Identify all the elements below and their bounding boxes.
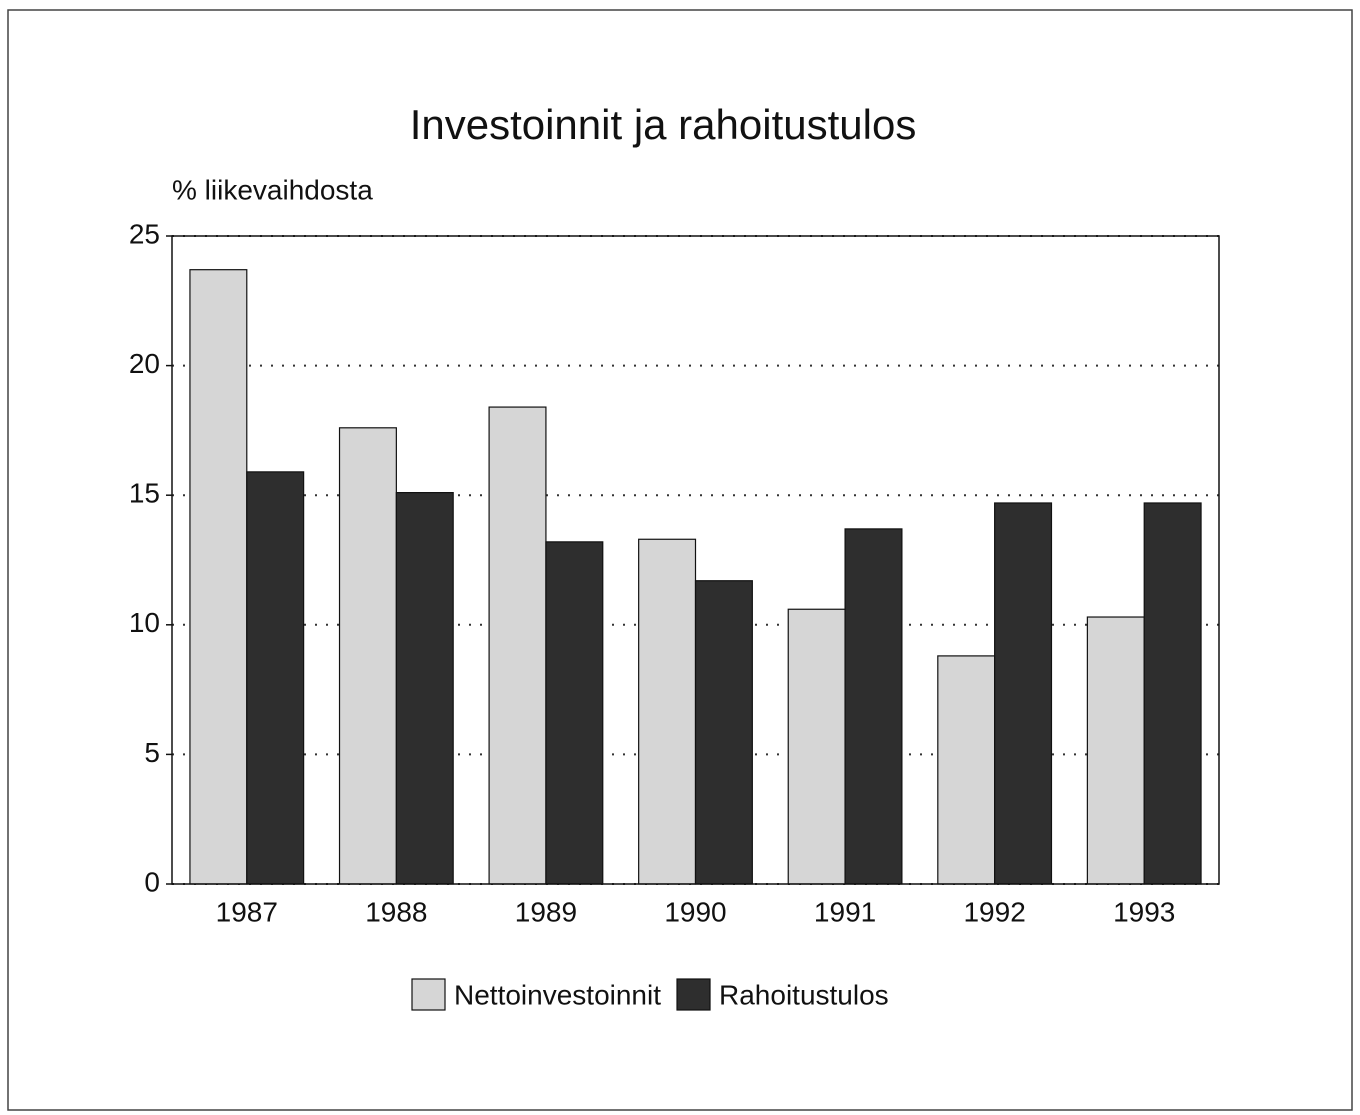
bar bbox=[395, 492, 454, 885]
y-tick-label: 0 bbox=[144, 866, 160, 897]
x-tick-label: 1988 bbox=[365, 896, 427, 927]
bar bbox=[638, 538, 697, 885]
x-tick-label: 1989 bbox=[515, 896, 577, 927]
bar bbox=[246, 471, 305, 885]
legend-label: Nettoinvestoinnit bbox=[454, 979, 661, 1010]
x-tick-label: 1991 bbox=[814, 896, 876, 927]
y-tick-label: 10 bbox=[129, 607, 160, 638]
bar bbox=[694, 580, 753, 885]
chart-title: Investoinnit ja rahoitustulos bbox=[410, 101, 917, 148]
bar bbox=[1143, 502, 1202, 885]
bar bbox=[1086, 616, 1145, 885]
bar bbox=[787, 608, 846, 885]
bar bbox=[994, 502, 1053, 885]
y-tick-label: 15 bbox=[129, 478, 160, 509]
x-tick-label: 1993 bbox=[1113, 896, 1175, 927]
bar bbox=[937, 655, 996, 885]
bar bbox=[338, 427, 397, 885]
y-tick-label: 25 bbox=[129, 218, 160, 249]
legend-swatch bbox=[676, 978, 711, 1011]
bar bbox=[488, 406, 547, 885]
bar bbox=[545, 541, 604, 885]
legend-label: Rahoitustulos bbox=[719, 979, 889, 1010]
legend-swatch bbox=[411, 978, 446, 1011]
plot-frame bbox=[171, 235, 1220, 885]
y-axis-label: % liikevaihdosta bbox=[172, 174, 373, 205]
y-tick-label: 20 bbox=[129, 348, 160, 379]
bar bbox=[844, 528, 903, 885]
bar bbox=[189, 269, 248, 885]
y-tick-label: 5 bbox=[144, 737, 160, 768]
page-frame bbox=[7, 9, 1353, 1111]
x-tick-label: 1992 bbox=[963, 896, 1025, 927]
x-tick-label: 1990 bbox=[664, 896, 726, 927]
x-tick-label: 1987 bbox=[216, 896, 278, 927]
